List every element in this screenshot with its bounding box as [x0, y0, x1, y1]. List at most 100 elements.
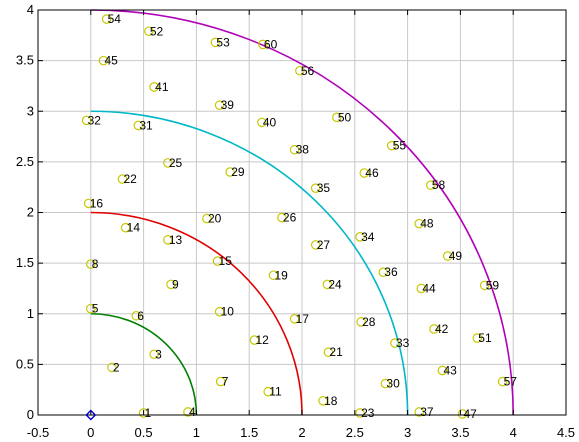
- point-29: 29: [225, 165, 245, 179]
- x-tick-label-5: 2: [298, 425, 305, 440]
- point-label-29: 29: [231, 165, 245, 179]
- point-label-3: 3: [155, 347, 162, 361]
- point-marker-54: [101, 14, 112, 24]
- point-label-19: 19: [274, 268, 288, 282]
- point-2: 2: [107, 360, 120, 374]
- point-marker-7: [215, 376, 226, 387]
- point-marker-11: [263, 386, 274, 397]
- point-marker-16: [83, 198, 94, 209]
- point-36: 36: [378, 265, 398, 279]
- point-label-39: 39: [221, 98, 235, 112]
- point-28: 28: [356, 315, 376, 329]
- point-41: 41: [149, 80, 169, 94]
- arc-radius-2: [90, 211, 303, 416]
- point-marker-44: [416, 283, 427, 294]
- point-marker-27: [310, 240, 321, 250]
- point-marker-3: [149, 349, 159, 360]
- point-marker-43: [437, 365, 448, 376]
- y-tick-label-6: 3: [27, 103, 34, 118]
- point-label-34: 34: [361, 230, 375, 244]
- point-marker-10: [214, 306, 225, 317]
- point-marker-41: [149, 82, 159, 92]
- point-marker-14: [120, 222, 131, 233]
- point-marker-18: [318, 396, 328, 406]
- point-15: 15: [212, 254, 233, 268]
- point-marker-9: [166, 279, 176, 290]
- point-48: 48: [414, 217, 434, 231]
- point-marker-21: [323, 347, 334, 358]
- point-marker-24: [322, 279, 333, 290]
- point-label-27: 27: [317, 238, 331, 252]
- point-marker-23: [355, 408, 365, 418]
- arc-radius-1: [90, 312, 198, 416]
- point-7: 7: [215, 375, 229, 389]
- point-label-43: 43: [443, 363, 457, 377]
- point-marker-57: [497, 376, 508, 387]
- point-label-55: 55: [393, 139, 407, 153]
- point-label-7: 7: [222, 375, 229, 389]
- point-label-49: 49: [449, 249, 463, 263]
- point-label-10: 10: [221, 305, 235, 319]
- point-marker-36: [378, 267, 389, 278]
- point-label-45: 45: [104, 54, 118, 68]
- point-47: 47: [457, 407, 477, 421]
- point-marker-26: [277, 212, 287, 223]
- point-marker-59: [479, 280, 490, 291]
- y-axis-ticks: 0 0.5 1 1.5 2 2.5 3 3.5 4: [16, 2, 566, 422]
- point-marker-46: [359, 168, 370, 178]
- point-33: 33: [390, 336, 410, 350]
- point-label-28: 28: [362, 315, 376, 329]
- point-marker-52: [144, 26, 154, 37]
- point-27: 27: [310, 238, 331, 252]
- point-43: 43: [437, 363, 457, 377]
- y-tick-label-2: 1: [27, 306, 34, 321]
- y-tick-label-0: 0: [27, 407, 34, 422]
- point-label-21: 21: [329, 345, 343, 359]
- point-marker-13: [163, 235, 173, 245]
- point-label-25: 25: [169, 156, 183, 170]
- point-label-35: 35: [317, 181, 331, 195]
- point-marker-1: [138, 408, 149, 418]
- origin-diamond: [85, 409, 97, 421]
- point-52: 52: [144, 24, 164, 38]
- point-label-36: 36: [384, 265, 398, 279]
- point-marker-33: [390, 338, 400, 348]
- arc-radius-3: [90, 110, 409, 416]
- point-label-46: 46: [365, 166, 379, 180]
- point-label-16: 16: [90, 196, 104, 210]
- point-label-2: 2: [113, 360, 120, 374]
- point-11: 11: [263, 385, 282, 399]
- arc-radius-4: [90, 9, 514, 416]
- point-60: 60: [258, 37, 278, 51]
- point-marker-35: [310, 183, 321, 193]
- point-25: 25: [163, 156, 183, 170]
- point-12: 12: [249, 333, 269, 347]
- point-label-30: 30: [386, 377, 400, 391]
- point-label-60: 60: [264, 37, 278, 51]
- point-label-23: 23: [361, 406, 375, 420]
- point-label-44: 44: [422, 281, 436, 295]
- point-label-31: 31: [139, 118, 153, 132]
- point-marker-28: [356, 317, 366, 327]
- point-marker-51: [472, 333, 483, 343]
- point-label-5: 5: [92, 302, 99, 316]
- point-label-59: 59: [486, 278, 500, 292]
- point-marker-39: [214, 100, 225, 110]
- x-tick-label-8: 3.5: [451, 425, 469, 440]
- point-label-17: 17: [296, 312, 310, 326]
- point-17: 17: [289, 312, 310, 326]
- point-51: 51: [472, 331, 492, 345]
- point-marker-19: [268, 270, 279, 281]
- point-6: 6: [131, 309, 144, 323]
- point-label-24: 24: [328, 277, 342, 291]
- y-tick-label-3: 1.5: [16, 255, 34, 270]
- point-16: 16: [83, 196, 104, 210]
- x-tick-label-1: 0: [87, 425, 94, 440]
- point-label-42: 42: [435, 322, 449, 336]
- y-tick-label-5: 2.5: [16, 154, 34, 169]
- point-marker-42: [429, 324, 439, 334]
- point-34: 34: [355, 230, 375, 244]
- point-label-15: 15: [219, 254, 233, 268]
- point-label-52: 52: [150, 24, 164, 38]
